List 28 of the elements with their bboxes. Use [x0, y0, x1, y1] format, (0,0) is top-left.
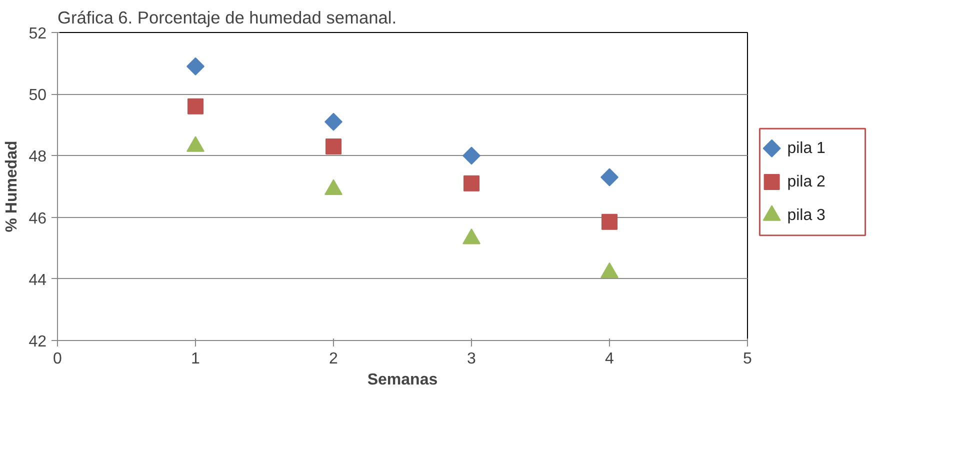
x-tick-label: 5: [743, 350, 752, 368]
x-tick-label: 3: [467, 350, 476, 368]
y-tick-label: 48: [28, 148, 47, 166]
legend-label: pila 3: [787, 207, 826, 224]
point: [462, 146, 480, 165]
x-tick-label: 2: [329, 350, 338, 368]
point: [602, 214, 618, 230]
y-tick-label: 46: [28, 210, 47, 228]
x-tick-label: 1: [191, 350, 200, 368]
y-tick-label: 42: [28, 334, 47, 350]
x-tick-label: 4: [605, 350, 614, 368]
chart-title: Gráfica 6. Porcentaje de humedad semanal.: [58, 8, 397, 28]
legend-label: pila 1: [787, 140, 826, 157]
point: [324, 112, 342, 131]
point: [326, 138, 342, 154]
x-tick-label: 0: [53, 350, 62, 368]
point: [188, 98, 204, 114]
y-tick-label: 44: [28, 272, 47, 289]
point: [464, 175, 480, 192]
point: [186, 57, 204, 76]
y-axis-title: % Humedad: [4, 140, 21, 232]
x-axis-title: Semanas: [367, 372, 438, 388]
y-tick-label: 52: [28, 26, 47, 42]
legend-label: pila 2: [787, 173, 826, 190]
point: [462, 228, 480, 244]
y-tick-label: 50: [28, 87, 47, 104]
point: [600, 168, 618, 186]
point: [600, 262, 618, 278]
